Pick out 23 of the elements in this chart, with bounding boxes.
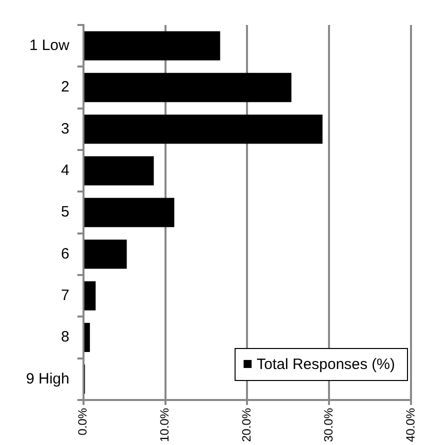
x-tick-label: 40.0% [403,408,418,442]
bar [84,114,323,144]
y-tick-label: 1 Low [29,36,70,54]
y-tick-label: 4 [61,162,70,179]
y-tick-label: 3 [61,120,70,138]
bar [84,281,96,310]
bar [84,240,127,269]
x-tick-label: 10.0% [158,408,172,442]
legend-label: Total Responses (%) [256,356,396,374]
x-tick-label: 30.0% [321,408,336,442]
y-tick-label: 9 High [26,370,70,388]
x-tick-label: 20.0% [239,408,254,442]
y-tick-label: 6 [61,245,70,262]
bar [84,31,220,60]
y-tick-label: 8 [61,328,70,346]
y-tick-label: 5 [61,204,70,221]
bar [84,322,90,352]
y-tick-label: 7 [61,286,70,304]
y-tick-label: 2 [61,78,70,96]
bar [84,156,154,186]
bar [84,72,292,102]
x-tick-label: 0.0% [76,408,90,436]
bar [84,198,174,228]
